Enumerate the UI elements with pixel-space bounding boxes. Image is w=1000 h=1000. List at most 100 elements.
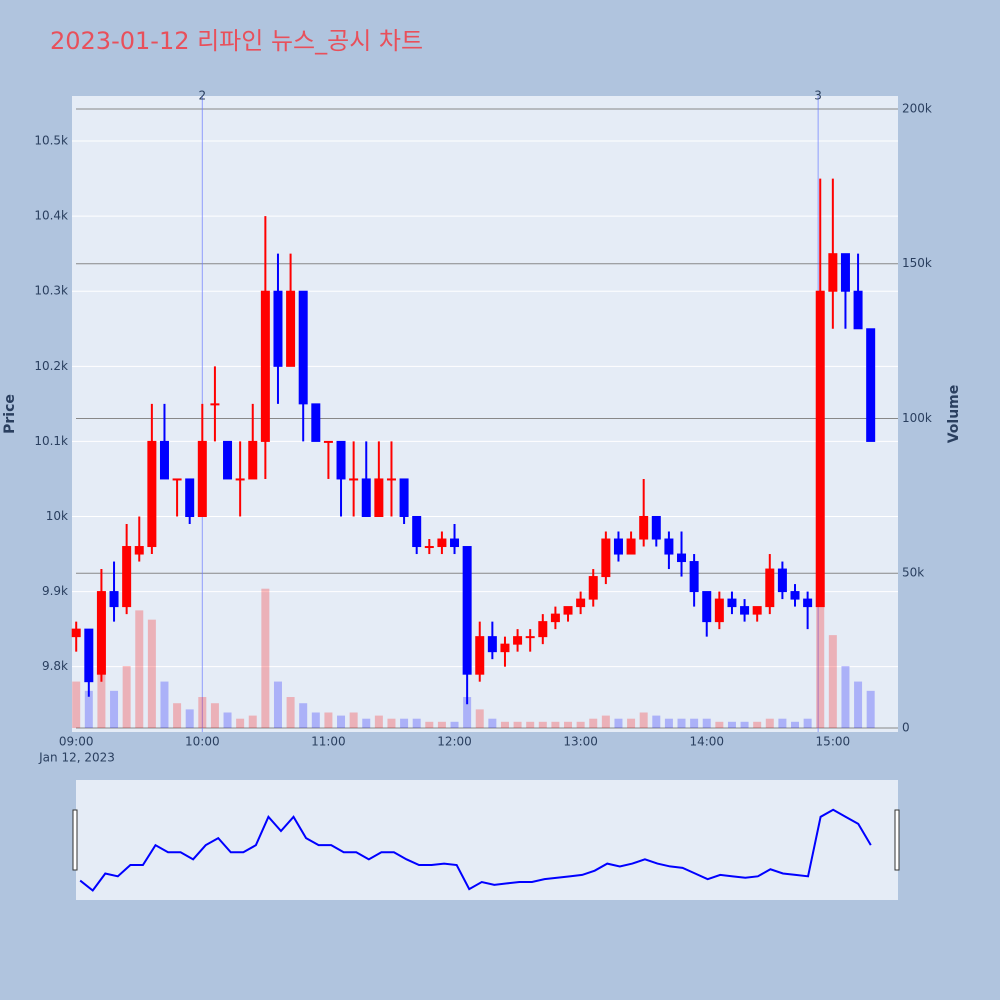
candle-body	[714, 598, 724, 623]
candle-body	[576, 598, 586, 608]
candle-body	[71, 628, 81, 638]
volume-bar	[236, 718, 245, 728]
candle-body	[626, 538, 636, 555]
volume-bar	[261, 588, 270, 728]
candle-body	[475, 636, 485, 675]
candle-body	[210, 403, 220, 406]
candle-body	[147, 440, 157, 548]
x-date-label: Jan 12, 2023	[38, 751, 115, 765]
candle-body	[777, 568, 787, 593]
candle-body	[828, 253, 838, 292]
candle-body	[752, 606, 762, 615]
volume-bar	[400, 718, 409, 728]
candle-body	[639, 515, 649, 540]
candle-body	[223, 440, 233, 480]
volume-bar	[627, 718, 636, 728]
candle-body	[298, 290, 308, 405]
volume-bar	[677, 718, 686, 728]
y2-tick-label: 50k	[902, 566, 924, 580]
volume-bar	[437, 721, 446, 728]
volume-bar	[614, 718, 623, 728]
candle-body	[450, 538, 460, 548]
candle-body	[172, 478, 182, 481]
volume-bar	[337, 715, 346, 728]
range-slider[interactable]	[76, 780, 898, 900]
volume-bar	[816, 542, 825, 728]
event-label: 2	[198, 89, 206, 103]
volume-bar	[185, 709, 194, 728]
y2-tick-label: 0	[902, 720, 910, 734]
volume-bar	[273, 681, 282, 728]
candle-body	[462, 546, 472, 675]
candle-body	[361, 478, 371, 517]
volume-bar	[702, 718, 711, 728]
y-tick-label: 10k	[46, 509, 68, 523]
candle-body	[424, 546, 434, 549]
volume-bar	[147, 619, 156, 728]
volume-bar	[854, 681, 863, 728]
volume-bar	[551, 721, 560, 728]
volume-bar	[311, 712, 320, 728]
y2-axis-title: Volume	[946, 385, 962, 444]
y-tick-label: 9.9k	[42, 584, 68, 598]
volume-bar	[765, 718, 774, 728]
volume-bar	[740, 721, 749, 728]
plot-area	[72, 96, 898, 732]
volume-bar	[286, 697, 295, 728]
volume-bar	[639, 712, 648, 728]
x-tick-label: 14:00	[689, 735, 724, 749]
volume-bar	[513, 721, 522, 728]
chart-title: 2023-01-12 리파인 뉴스_공시 차트	[50, 27, 423, 55]
candle-body	[235, 478, 245, 481]
volume-bar	[727, 721, 736, 728]
candle-body	[702, 591, 712, 623]
x-tick-label: 10:00	[185, 735, 220, 749]
y-axis-title: Price	[2, 394, 18, 434]
candle-body	[601, 538, 611, 578]
candle-body	[500, 643, 510, 653]
candle-body	[765, 568, 775, 608]
volume-bar	[324, 712, 333, 728]
volume-bar	[97, 650, 106, 728]
candle-body	[525, 636, 535, 639]
candle-body	[159, 440, 169, 480]
volume-bar	[135, 610, 144, 728]
candle-body	[538, 621, 548, 638]
range-handle[interactable]	[72, 809, 78, 871]
candle-body	[323, 440, 333, 443]
volume-bar	[173, 703, 182, 728]
event-label: 3	[814, 89, 822, 103]
candle-body	[513, 636, 523, 645]
volume-bar	[362, 718, 371, 728]
x-tick-label: 09:00	[59, 735, 94, 749]
candle-body	[790, 591, 800, 600]
volume-bar	[791, 721, 800, 728]
y-tick-label: 10.3k	[34, 284, 68, 298]
candle-body	[134, 546, 144, 555]
volume-bar	[576, 721, 585, 728]
range-handle[interactable]	[894, 809, 900, 871]
volume-bar	[564, 721, 573, 728]
candle-body	[651, 515, 661, 540]
x-tick-label: 12:00	[437, 735, 472, 749]
volume-bar	[463, 697, 472, 728]
candle-body	[122, 546, 132, 608]
candle-body	[336, 440, 346, 480]
y-tick-label: 9.8k	[42, 659, 68, 673]
candle-body	[677, 553, 687, 563]
volume-bar	[72, 681, 81, 728]
candle-body	[815, 290, 825, 608]
candle-body	[248, 440, 258, 480]
y2-tick-label: 200k	[902, 101, 932, 115]
y2-tick-label: 150k	[902, 256, 932, 270]
candle-body	[109, 591, 119, 608]
volume-bar	[753, 721, 762, 728]
candle-body	[727, 598, 737, 608]
volume-bar	[387, 718, 396, 728]
volume-bar	[500, 721, 509, 728]
volume-bar	[425, 721, 434, 728]
candle-body	[399, 478, 409, 517]
y2-tick-label: 100k	[902, 411, 932, 425]
candle-body	[563, 606, 573, 615]
